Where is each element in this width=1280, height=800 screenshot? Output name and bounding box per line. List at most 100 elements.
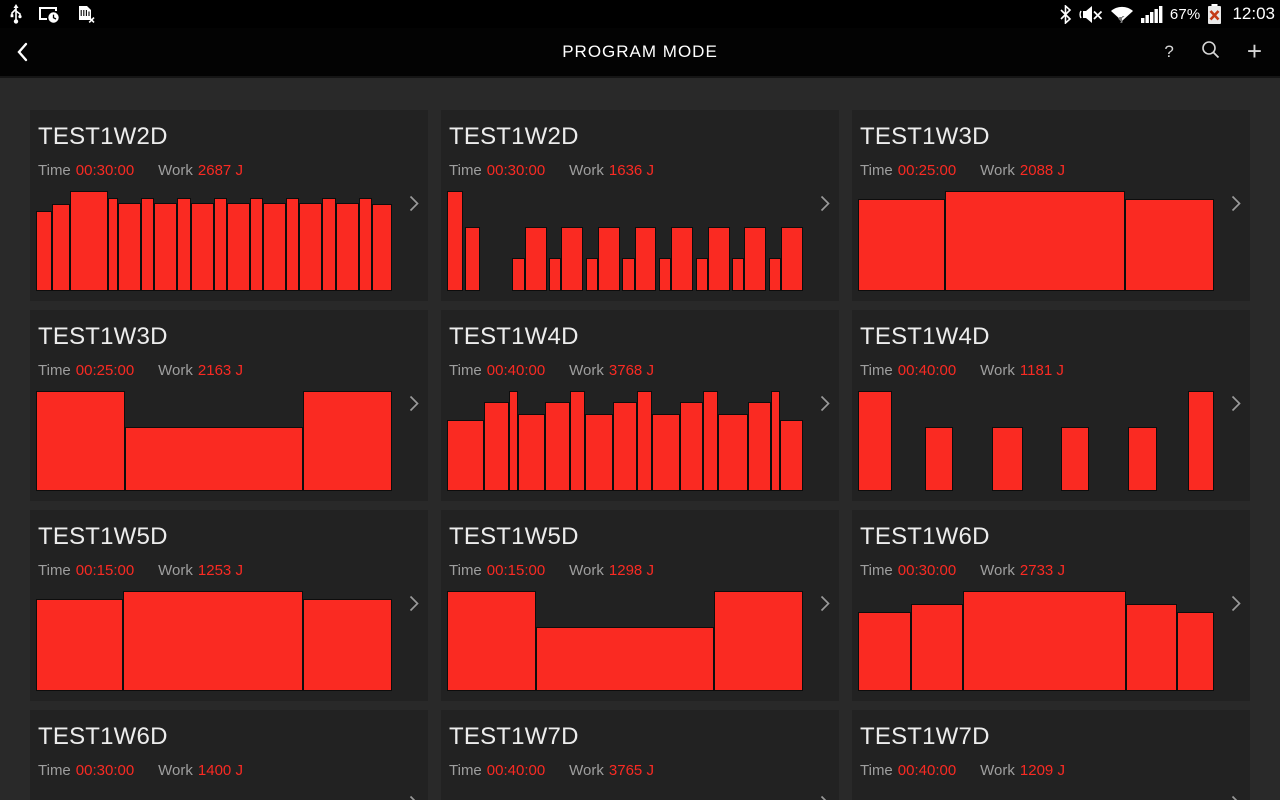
program-card[interactable]: TEST1W6D Time 00:30:00 Work 2733 J xyxy=(852,510,1250,701)
program-bar-chart xyxy=(36,391,393,491)
bar xyxy=(36,391,125,491)
bar xyxy=(695,258,708,291)
page-title: PROGRAM MODE xyxy=(562,42,718,61)
program-title: TEST1W2D xyxy=(449,123,579,150)
time-label: Time xyxy=(449,161,482,179)
bar xyxy=(263,203,287,291)
work-value: 1400 J xyxy=(197,761,243,779)
chevron-right-icon[interactable] xyxy=(820,595,830,617)
program-bar-chart xyxy=(858,391,1215,491)
bar xyxy=(768,258,782,291)
work-label: Work xyxy=(158,361,193,379)
bar xyxy=(1060,427,1090,491)
work-label: Work xyxy=(980,361,1015,379)
chevron-right-icon[interactable] xyxy=(1231,195,1241,217)
bar xyxy=(585,414,614,491)
bar xyxy=(124,427,304,491)
time-label: Time xyxy=(860,361,893,379)
bar xyxy=(714,591,803,691)
search-icon[interactable] xyxy=(1201,40,1220,64)
program-card[interactable]: TEST1W6D Time 00:30:00 Work 1400 J xyxy=(30,710,428,800)
bar xyxy=(634,227,657,291)
program-card[interactable]: TEST1W3D Time 00:25:00 Work 2163 J xyxy=(30,310,428,501)
bar xyxy=(1124,199,1214,291)
program-meta: Time 00:30:00 Work 1400 J xyxy=(38,762,420,779)
bar xyxy=(226,203,250,291)
program-title: TEST1W4D xyxy=(449,323,579,350)
program-meta: Time 00:15:00 Work 1253 J xyxy=(38,562,420,579)
bar xyxy=(744,227,767,291)
work-label: Work xyxy=(158,761,193,779)
bar xyxy=(190,203,214,291)
time-label: Time xyxy=(449,561,482,579)
chevron-right-icon[interactable] xyxy=(1231,595,1241,617)
bar xyxy=(358,198,373,291)
bar xyxy=(535,627,715,691)
back-chevron-icon[interactable] xyxy=(16,42,28,62)
bar xyxy=(286,198,300,291)
chevron-right-icon[interactable] xyxy=(409,595,419,617)
bar xyxy=(636,391,653,491)
battery-alert-icon xyxy=(1208,4,1222,24)
program-card[interactable]: TEST1W2D Time 00:30:00 Work 2687 J xyxy=(30,110,428,301)
bar xyxy=(858,199,945,291)
chevron-right-icon[interactable] xyxy=(820,195,830,217)
add-program-button[interactable]: + xyxy=(1246,36,1262,66)
chevron-right-icon[interactable] xyxy=(1231,795,1241,800)
bar xyxy=(652,414,681,491)
bar xyxy=(680,402,704,491)
chevron-right-icon[interactable] xyxy=(409,795,419,800)
bar xyxy=(613,402,637,491)
program-card[interactable]: TEST1W5D Time 00:15:00 Work 1298 J xyxy=(441,510,839,701)
program-bar-chart xyxy=(858,791,1214,800)
bar xyxy=(622,258,635,291)
program-card[interactable]: TEST1W7D Time 00:40:00 Work 3765 J xyxy=(441,710,839,800)
work-value: 1636 J xyxy=(608,161,654,179)
bar xyxy=(779,420,804,491)
program-card[interactable]: TEST1W7D Time 00:40:00 Work 1209 J xyxy=(852,710,1250,800)
app-bar: PROGRAM MODE ? + xyxy=(0,28,1280,78)
program-bar-chart xyxy=(858,191,1214,291)
time-label: Time xyxy=(860,161,893,179)
time-value: 00:25:00 xyxy=(75,361,135,379)
bar xyxy=(464,227,481,291)
bar xyxy=(118,203,141,291)
chevron-right-icon[interactable] xyxy=(820,395,830,417)
bar xyxy=(748,402,772,491)
chevron-right-icon[interactable] xyxy=(409,195,419,217)
program-title: TEST1W2D xyxy=(38,123,168,150)
bar xyxy=(545,402,570,491)
bar xyxy=(732,258,745,291)
program-card[interactable]: TEST1W3D Time 00:25:00 Work 2088 J xyxy=(852,110,1250,301)
chevron-right-icon[interactable] xyxy=(1231,395,1241,417)
program-card[interactable]: TEST1W4D Time 00:40:00 Work 1181 J xyxy=(852,310,1250,501)
program-bar-chart xyxy=(36,791,392,800)
time-label: Time xyxy=(38,761,71,779)
bar xyxy=(154,203,178,291)
program-title: TEST1W7D xyxy=(449,723,579,750)
program-bar-chart xyxy=(447,191,804,291)
help-button[interactable]: ? xyxy=(1164,42,1174,61)
program-card[interactable]: TEST1W4D Time 00:40:00 Work 3768 J xyxy=(441,310,839,501)
time-label: Time xyxy=(38,561,71,579)
work-value: 2163 J xyxy=(197,361,243,379)
program-bar-chart xyxy=(36,591,392,691)
bar xyxy=(569,391,586,491)
bar xyxy=(36,599,123,691)
program-title: TEST1W3D xyxy=(38,323,168,350)
chevron-right-icon[interactable] xyxy=(820,795,830,800)
time-value: 00:30:00 xyxy=(486,161,546,179)
program-card[interactable]: TEST1W5D Time 00:15:00 Work 1253 J xyxy=(30,510,428,701)
bar xyxy=(1177,612,1214,691)
time-value: 00:40:00 xyxy=(897,761,957,779)
no-sim-icon xyxy=(79,6,95,23)
work-value: 1253 J xyxy=(197,561,243,579)
program-bar-chart xyxy=(858,591,1214,691)
program-card[interactable]: TEST1W2D Time 00:30:00 Work 1636 J xyxy=(441,110,839,301)
bar xyxy=(781,227,804,291)
bar xyxy=(561,227,584,291)
program-bar-chart xyxy=(36,191,393,291)
work-label: Work xyxy=(569,361,604,379)
chevron-right-icon[interactable] xyxy=(409,395,419,417)
battery-percent: 67% xyxy=(1169,5,1201,23)
